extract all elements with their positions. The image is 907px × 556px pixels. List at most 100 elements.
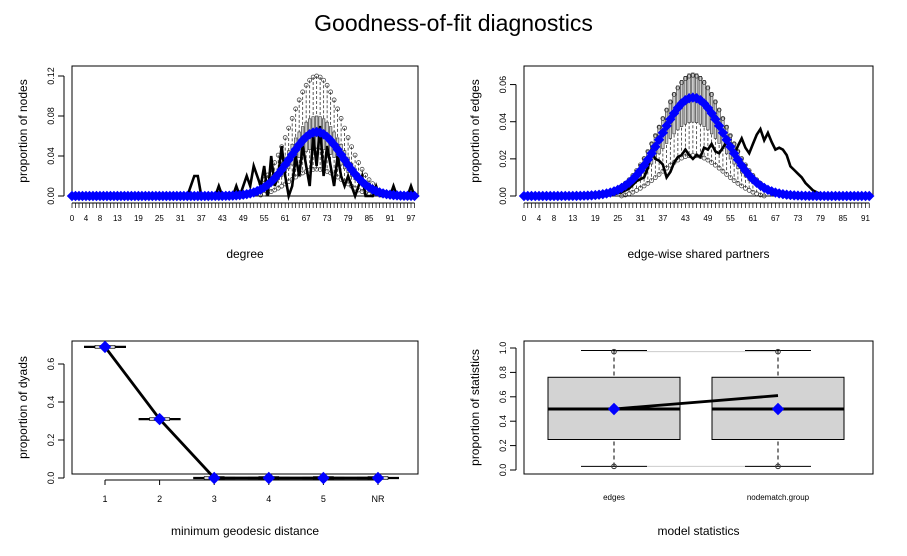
sim-outlier xyxy=(694,73,699,79)
model-point xyxy=(646,148,657,159)
sim-outlier xyxy=(649,178,654,183)
sim-outlier xyxy=(720,116,726,121)
model-point xyxy=(771,402,785,416)
model-point xyxy=(661,120,672,132)
y-tick-label: 0.00 xyxy=(46,187,56,205)
sim-outlier xyxy=(296,97,302,103)
plot-frame xyxy=(523,65,874,197)
x-tick-label: 25 xyxy=(155,214,164,223)
sim-outlier xyxy=(716,165,722,171)
sim-outlier xyxy=(359,166,365,172)
y-tick-label: 0.0 xyxy=(498,464,508,477)
x-tick-label: 3 xyxy=(212,494,217,504)
x-tick-label: 37 xyxy=(658,214,667,223)
sim-outlier xyxy=(300,89,306,95)
sim-outlier xyxy=(282,135,288,140)
model-point xyxy=(642,154,654,165)
x-tick-label: 4 xyxy=(537,214,542,223)
sim-outlier xyxy=(656,172,662,177)
x-tick-label: 73 xyxy=(323,214,332,223)
x-tick-label: 61 xyxy=(748,214,757,223)
x-tick-label: 91 xyxy=(861,214,870,223)
sim-outlier xyxy=(705,157,711,163)
model-point xyxy=(153,412,166,426)
box-outlier xyxy=(611,463,617,470)
sim-outlier xyxy=(352,152,358,158)
x-tick-label: 43 xyxy=(681,214,690,223)
x-tick-label: 8 xyxy=(552,214,557,223)
sim-outlier xyxy=(317,74,323,80)
box-outlier xyxy=(775,348,781,355)
x-tick-label: 2 xyxy=(157,494,162,504)
x-tick-label: 0 xyxy=(70,214,75,223)
x-tick-label: 49 xyxy=(239,214,248,223)
model-point xyxy=(728,148,740,159)
sim-outlier xyxy=(356,160,361,165)
sim-outlier xyxy=(709,92,714,97)
y-tick-label: 0.8 xyxy=(498,366,508,379)
sim-outlier xyxy=(321,77,326,83)
sim-outlier xyxy=(701,155,707,161)
sim-outlier xyxy=(705,85,711,91)
sim-outlier xyxy=(275,185,281,191)
model-point xyxy=(317,471,330,485)
x-tick-label: 4 xyxy=(84,214,89,223)
x-tick-label: 13 xyxy=(568,214,577,223)
sim-outlier xyxy=(713,99,718,105)
x-tick-label: 37 xyxy=(197,214,206,223)
sim-outlier xyxy=(289,116,295,121)
model-point xyxy=(607,402,621,416)
sim-outlier xyxy=(675,85,681,91)
sim-outlier xyxy=(664,107,669,113)
sim-outlier xyxy=(724,172,729,177)
x-tick-label: 1 xyxy=(102,494,107,504)
box-outlier xyxy=(611,348,617,355)
model-point xyxy=(710,114,721,125)
x-tick-label: 61 xyxy=(281,214,290,223)
model-point xyxy=(706,108,717,119)
sim-outlier xyxy=(743,185,748,191)
plot-frame xyxy=(71,340,419,475)
x-axis-label: minimum geodesic distance xyxy=(171,524,319,538)
model-point xyxy=(409,190,420,202)
model-point xyxy=(725,141,736,152)
x-tick-label: 31 xyxy=(636,214,645,223)
x-tick-label: nodematch.group xyxy=(747,493,810,502)
sim-outlier xyxy=(728,175,733,180)
panel-4: 0.0 0.2 0.4 0.6 0.8 1.0 proportion of statisti… xyxy=(468,340,874,538)
model-point xyxy=(665,114,676,125)
sim-outlier xyxy=(716,107,722,113)
x-axis-label: degree xyxy=(226,247,264,261)
x-tick-label: 67 xyxy=(302,214,311,223)
y-tick-label: 1.0 xyxy=(498,342,508,355)
sim-outlier xyxy=(652,133,658,138)
sim-outlier xyxy=(630,189,636,195)
y-axis-label: proportion of statistics xyxy=(468,349,482,466)
sim-outlier xyxy=(324,82,330,88)
sim-outlier xyxy=(746,188,752,193)
sim-outlier xyxy=(645,181,651,186)
model-point xyxy=(371,471,385,485)
sim-outlier xyxy=(668,99,673,105)
sim-outlier xyxy=(709,160,714,165)
sim-outlier xyxy=(641,183,647,189)
sim-outlier xyxy=(634,188,639,193)
plot-frame xyxy=(71,65,419,197)
model-point xyxy=(207,471,221,485)
x-axis-label: edge-wise shared partners xyxy=(627,247,769,261)
x-tick-label: 97 xyxy=(407,214,416,223)
sim-outlier xyxy=(286,125,292,131)
x-tick-label: 19 xyxy=(134,214,143,223)
sim-outlier xyxy=(345,135,351,140)
sim-outlier xyxy=(698,76,703,81)
x-tick-label: 73 xyxy=(793,214,802,223)
x-tick-label: 8 xyxy=(98,214,103,223)
sim-outlier xyxy=(331,97,337,103)
sim-outlier xyxy=(279,183,285,189)
y-tick-label: 0.2 xyxy=(46,434,56,447)
x-tick-label: 4 xyxy=(266,494,271,504)
y-tick-label: 0.6 xyxy=(46,358,56,371)
sim-outlier xyxy=(656,124,662,130)
x-tick-label: 79 xyxy=(344,214,353,223)
